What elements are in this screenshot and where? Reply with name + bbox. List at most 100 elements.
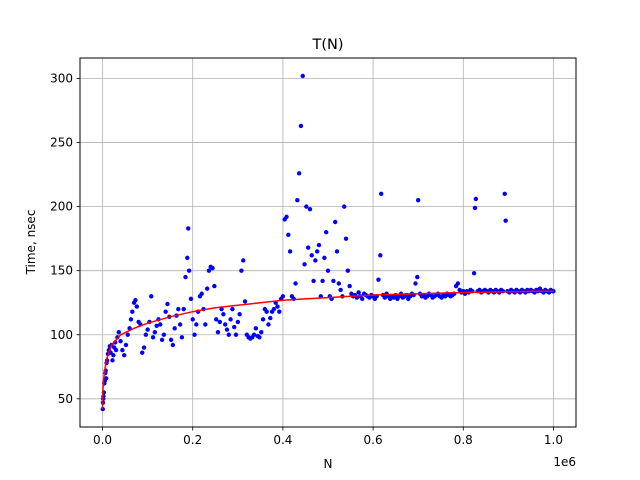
scatter-point (260, 317, 266, 322)
scatter-point (179, 335, 185, 340)
scatter-point (342, 204, 347, 209)
scatter-point (222, 322, 228, 327)
scatter-point (322, 255, 327, 261)
scatter-point (186, 268, 192, 273)
scatter-point (204, 286, 210, 291)
scatter-point (141, 345, 147, 350)
scatter-point (239, 268, 244, 273)
y-axis-ticks: 50 100 150 200 250 300 (50, 72, 80, 406)
scatter-point (295, 198, 300, 203)
scatter-point (302, 262, 307, 267)
scatter-point (305, 245, 311, 250)
scatter-point (176, 306, 181, 312)
scatter-point (190, 317, 195, 322)
scatter-point (237, 312, 242, 317)
scatter-point (170, 342, 176, 348)
scatter-point (379, 191, 384, 197)
scatter-point (235, 319, 241, 325)
scatter-point (413, 281, 418, 286)
x-axis-label: N (324, 457, 333, 471)
scatter-point (333, 219, 338, 225)
x-tick-label: 0.8 (454, 433, 473, 447)
scatter-point (334, 249, 340, 254)
scatter-point (266, 322, 271, 327)
scatter-point (194, 322, 199, 327)
x-tick-label: 0.4 (273, 433, 292, 447)
scatter-point (221, 312, 226, 317)
scatter-point (241, 258, 246, 263)
y-tick-label: 150 (50, 264, 73, 278)
scatter-point (133, 297, 138, 303)
scatter-point (159, 337, 165, 343)
y-axis-label: Time, nsec (24, 210, 38, 276)
scatter-point (121, 353, 127, 358)
scatter-point (257, 335, 262, 340)
x-axis-offset-label: 1e6 (553, 455, 576, 469)
y-tick-label: 200 (50, 200, 73, 214)
scatter-point (309, 253, 314, 258)
scatter-point (259, 329, 264, 335)
scatter-point (163, 309, 168, 314)
scatter-point (215, 329, 221, 335)
scatter-point (323, 230, 329, 235)
scatter-point (242, 299, 248, 304)
scatter-point (154, 323, 159, 328)
scatter-point (503, 218, 508, 223)
scatter-point (103, 376, 109, 381)
scatter-point (502, 191, 507, 197)
scatter-point (473, 196, 479, 202)
scatter-point (271, 306, 277, 312)
scatter-point (224, 327, 230, 332)
scatter-point (331, 278, 336, 284)
scatter-point (280, 294, 286, 299)
scatter-point (226, 332, 231, 337)
x-axis-ticks: 0.0 0.2 0.4 0.6 0.8 1.0 (93, 427, 563, 447)
scatter-point (158, 322, 163, 327)
scatter-point (376, 277, 381, 282)
scatter-point (111, 353, 116, 358)
scatter-point (113, 347, 119, 353)
scatter-point (382, 295, 388, 300)
scatter-point (307, 206, 313, 212)
scatter-point (172, 326, 177, 331)
scatter-point (347, 283, 352, 289)
scatter-point (206, 268, 212, 273)
scatter-point (298, 123, 304, 129)
scatter-point (134, 304, 140, 309)
x-tick-label: 0.2 (183, 433, 202, 447)
scatter-point (378, 253, 383, 258)
scatter-point (186, 226, 191, 231)
scatter-point (311, 278, 316, 284)
scatter-point (120, 347, 125, 353)
scatter-point (313, 258, 318, 263)
scatter-point (277, 309, 282, 314)
scatter-point (455, 281, 461, 286)
scatter-point (165, 301, 170, 307)
scatter-point (210, 265, 215, 271)
scatter-point (152, 329, 158, 335)
scatter-point (471, 271, 477, 276)
scatter-point (228, 317, 233, 322)
scatter-point (233, 332, 239, 337)
scatter-point (203, 322, 208, 327)
scatter-point (284, 214, 289, 220)
scatter-point (338, 287, 343, 293)
fit-series (101, 290, 554, 410)
scatter-point (314, 249, 320, 254)
scatter-point (149, 294, 154, 299)
scatter-point (472, 205, 478, 211)
scatter-point (130, 309, 135, 314)
scatter-point (286, 232, 291, 238)
scatter-point (336, 281, 342, 286)
scatter-point (212, 283, 217, 289)
scatter-point (185, 255, 190, 261)
x-tick-label: 0.6 (364, 433, 383, 447)
scatter-point (192, 332, 197, 337)
x-tick-label: 1.0 (544, 433, 563, 447)
scatter-point (143, 332, 149, 337)
scatter-point (150, 335, 156, 340)
plot-frame (79, 57, 577, 428)
scatter-point (168, 337, 174, 343)
